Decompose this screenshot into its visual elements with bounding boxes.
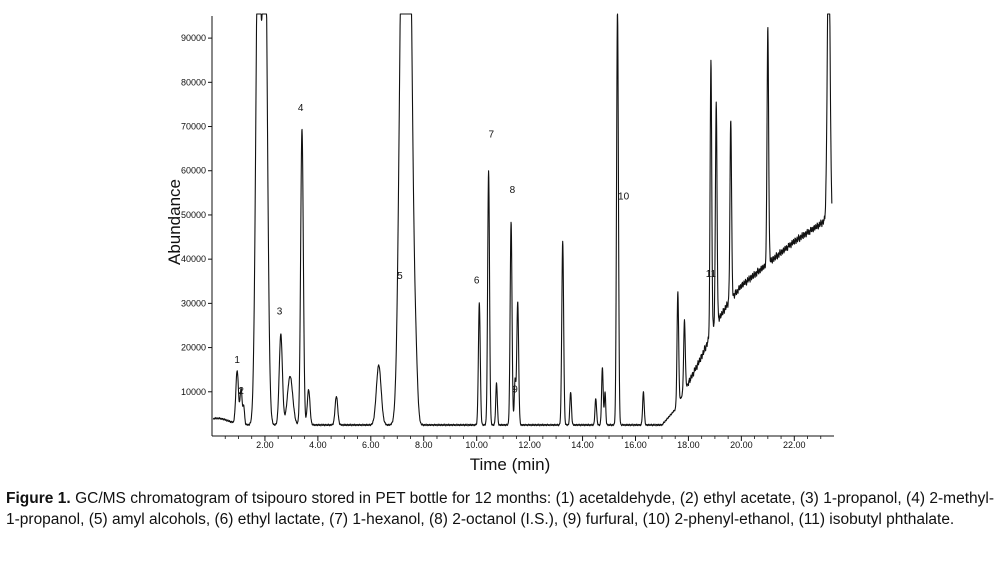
peak-label-11: 11 xyxy=(706,269,717,280)
peak-label-2: 2 xyxy=(238,386,244,397)
x-tick-label: 10.00 xyxy=(465,440,488,450)
peak-label-1: 1 xyxy=(234,355,240,366)
x-tick-label: 2.00 xyxy=(256,440,274,450)
x-tick-label: 12.00 xyxy=(518,440,541,450)
y-tick-label: 40000 xyxy=(181,254,206,264)
peak-labels: 1 2 3 4 5 6 7 8 9 10 11 xyxy=(234,103,716,397)
y-tick-label: 80000 xyxy=(181,77,206,87)
y-tick-label: 30000 xyxy=(181,298,206,308)
peak-label-7: 7 xyxy=(488,130,494,141)
x-axis-title: Time (min) xyxy=(470,455,551,474)
figure-label: Figure 1. xyxy=(6,490,71,507)
y-tick-label: 90000 xyxy=(181,33,206,43)
y-tick-label: 20000 xyxy=(181,343,206,353)
chromatogram-trace xyxy=(212,13,833,427)
peak-label-4: 4 xyxy=(298,103,304,114)
peak-label-10: 10 xyxy=(618,191,630,202)
y-axis-title: Abundance xyxy=(165,179,184,265)
y-tick-label: 60000 xyxy=(181,166,206,176)
x-tick-label: 4.00 xyxy=(309,440,327,450)
figure-caption: Figure 1. GC/MS chromatogram of tsipouro… xyxy=(6,488,994,530)
y-tick-label: 50000 xyxy=(181,210,206,220)
x-tick-label: 22.00 xyxy=(783,440,806,450)
x-tick-label: 16.00 xyxy=(624,440,647,450)
peak-label-8: 8 xyxy=(510,185,516,196)
x-tick-label: 8.00 xyxy=(415,440,433,450)
chromatogram-chart: 10000 20000 30000 40000 50000 60000 70000 80000… xyxy=(165,13,834,474)
peak-label-5: 5 xyxy=(397,271,403,282)
chromatogram-figure: 10000 20000 30000 40000 50000 60000 70000 80000… xyxy=(165,13,834,474)
x-tick-label: 6.00 xyxy=(362,440,380,450)
caption-text: GC/MS chromatogram of tsipouro stored in… xyxy=(6,490,994,528)
peak-label-6: 6 xyxy=(474,275,480,286)
x-tick-label: 20.00 xyxy=(730,440,753,450)
x-tick-label: 14.00 xyxy=(571,440,594,450)
x-axis-ticks: 2.00 4.00 6.00 8.00 10.00 12.00 14.00 16.00 18.0… xyxy=(224,436,822,450)
y-tick-label: 70000 xyxy=(181,122,206,132)
peak-label-3: 3 xyxy=(277,306,283,317)
y-axis-ticks: 10000 20000 30000 40000 50000 60000 70000 80000… xyxy=(181,33,212,397)
y-tick-label: 10000 xyxy=(181,387,206,397)
peak-label-9: 9 xyxy=(512,385,518,396)
x-tick-label: 18.00 xyxy=(677,440,700,450)
